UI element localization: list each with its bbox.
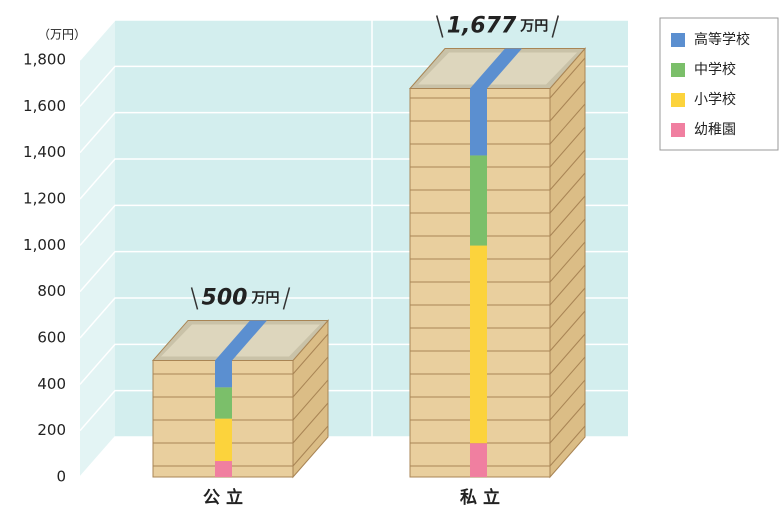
legend-label: 幼稚園	[694, 122, 736, 138]
bill-line	[549, 172, 586, 214]
stack-segment	[470, 245, 487, 444]
stack-segment	[215, 360, 232, 388]
deco	[282, 287, 291, 310]
total-unit: 万円	[250, 290, 279, 306]
side-wall	[80, 20, 115, 477]
legend-swatch	[671, 93, 685, 107]
y-unit: （万円）	[38, 28, 86, 42]
bill-line	[292, 356, 329, 398]
stack-segment	[470, 88, 487, 156]
bill-line	[292, 425, 329, 467]
bill-line	[549, 103, 586, 145]
bill-line	[549, 149, 586, 191]
y-tick-label: 0	[56, 468, 66, 486]
y-tick-label: 1,800	[23, 51, 66, 69]
bill-line	[549, 241, 586, 283]
y-tick-label: 600	[37, 329, 66, 347]
bill-line	[549, 264, 586, 306]
bill-line	[549, 356, 586, 398]
stack-segment	[215, 461, 232, 477]
y-tick-label: 1,400	[23, 143, 66, 161]
bill-line	[292, 333, 329, 375]
deco	[435, 15, 444, 38]
total-label: 500 万円	[202, 285, 280, 310]
total-label: 1,677 万円	[447, 13, 549, 38]
deco	[551, 15, 560, 38]
y-tick-label: 800	[37, 282, 66, 300]
bill-line	[549, 195, 586, 237]
bill-line	[292, 402, 329, 444]
stack-segment	[215, 387, 232, 419]
stack-segment	[470, 443, 487, 477]
bill-line	[549, 425, 586, 467]
bill-line	[549, 218, 586, 260]
bill-line	[549, 126, 586, 168]
bill-line	[549, 57, 586, 99]
y-tick-label: 400	[37, 375, 66, 393]
money-stack	[408, 47, 587, 479]
legend-swatch	[671, 33, 685, 47]
bill-line	[549, 402, 586, 444]
stack-segment	[470, 155, 487, 246]
money-stack	[151, 319, 330, 479]
bill-line	[549, 80, 586, 122]
legend-label: 高等学校	[694, 31, 750, 48]
bill-line	[549, 287, 586, 329]
grid-line	[79, 19, 628, 61]
y-tick-label: 200	[37, 421, 66, 439]
bill-line	[549, 333, 586, 375]
bill-line	[549, 310, 586, 352]
legend-label: 中学校	[694, 61, 736, 78]
legend-swatch	[671, 123, 685, 137]
stack-segment	[215, 418, 232, 462]
x-tick-label: 私 立	[460, 487, 500, 508]
strap-top	[215, 320, 267, 361]
strap-top	[470, 48, 522, 89]
total-unit: 万円	[519, 18, 548, 34]
y-tick-label: 1,200	[23, 190, 66, 208]
total-value: 500	[202, 285, 248, 310]
y-tick-label: 1,000	[23, 236, 66, 254]
total-value: 1,677	[447, 13, 517, 38]
y-tick-label: 1,600	[23, 97, 66, 115]
deco	[190, 287, 199, 310]
bill-line	[549, 379, 586, 421]
bill-line	[292, 379, 329, 421]
x-tick-label: 公 立	[203, 487, 243, 508]
legend-label: 小学校	[694, 91, 736, 108]
legend-swatch	[671, 63, 685, 77]
